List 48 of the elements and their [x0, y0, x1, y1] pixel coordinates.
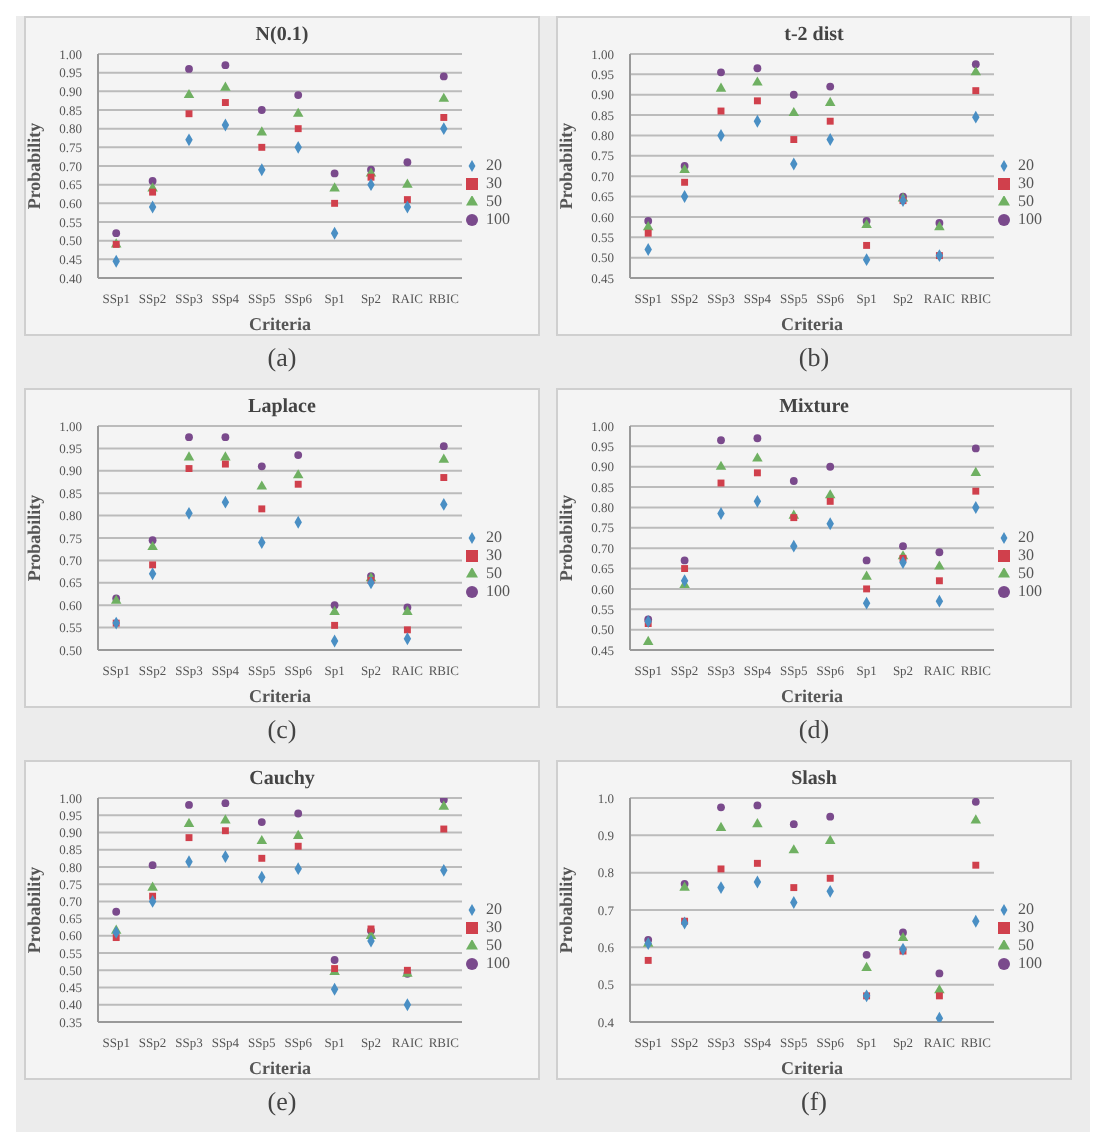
legend-label: 20 — [1018, 900, 1034, 918]
chart-title: t-2 dist — [782, 24, 846, 50]
legend-label: 50 — [486, 564, 502, 582]
text: (f) — [801, 1086, 827, 1118]
chart-title: Laplace — [246, 396, 318, 422]
legend-label: 30 — [1018, 918, 1034, 936]
legend-label: 100 — [486, 954, 510, 972]
text: (a) — [267, 342, 297, 374]
x-axis-title: Criteria — [249, 1058, 312, 1078]
legend-label: 50 — [1018, 936, 1034, 954]
legend-label: 50 — [1018, 564, 1034, 582]
legend-label: 50 — [1018, 192, 1034, 210]
legend-label: 20 — [1018, 528, 1034, 546]
chart-title: Cauchy — [247, 768, 317, 794]
legend-label: 20 — [486, 156, 502, 174]
x-axis-title: Criteria — [781, 1058, 844, 1078]
text: (e) — [267, 1086, 297, 1118]
legend-label: 30 — [486, 546, 502, 564]
legend-label: 100 — [1018, 954, 1042, 972]
text: (b) — [798, 342, 830, 374]
y-axis-title: Probability — [24, 865, 45, 954]
legend-label: 100 — [486, 210, 510, 228]
y-axis-title: Probability — [556, 493, 577, 582]
legend-label: 30 — [1018, 546, 1034, 564]
legend-label: 50 — [486, 192, 502, 210]
legend-label: 100 — [1018, 210, 1042, 228]
legend-label: 100 — [1018, 582, 1042, 600]
chart-title: Mixture — [777, 396, 851, 422]
legend-label: 30 — [486, 174, 502, 192]
chart-title: Slash — [789, 768, 839, 794]
y-axis-title: Probability — [556, 865, 577, 954]
x-axis-title: Criteria — [249, 314, 312, 334]
text: (c) — [267, 714, 297, 746]
legend-label: 50 — [486, 936, 502, 954]
legend-label: 30 — [486, 918, 502, 936]
x-axis-title: Criteria — [249, 686, 312, 706]
chart-title: N(0.1) — [253, 24, 311, 50]
y-axis-title: Probability — [24, 493, 45, 582]
legend-label: 20 — [486, 528, 502, 546]
legend-label: 30 — [1018, 174, 1034, 192]
legend-label: 100 — [486, 582, 510, 600]
legend-label: 20 — [1018, 156, 1034, 174]
x-axis-title: Criteria — [781, 314, 844, 334]
y-axis-title: Probability — [24, 121, 45, 210]
x-axis-title: Criteria — [781, 686, 844, 706]
y-axis-title: Probability — [556, 121, 577, 210]
legend-label: 20 — [486, 900, 502, 918]
text: (d) — [798, 714, 830, 746]
